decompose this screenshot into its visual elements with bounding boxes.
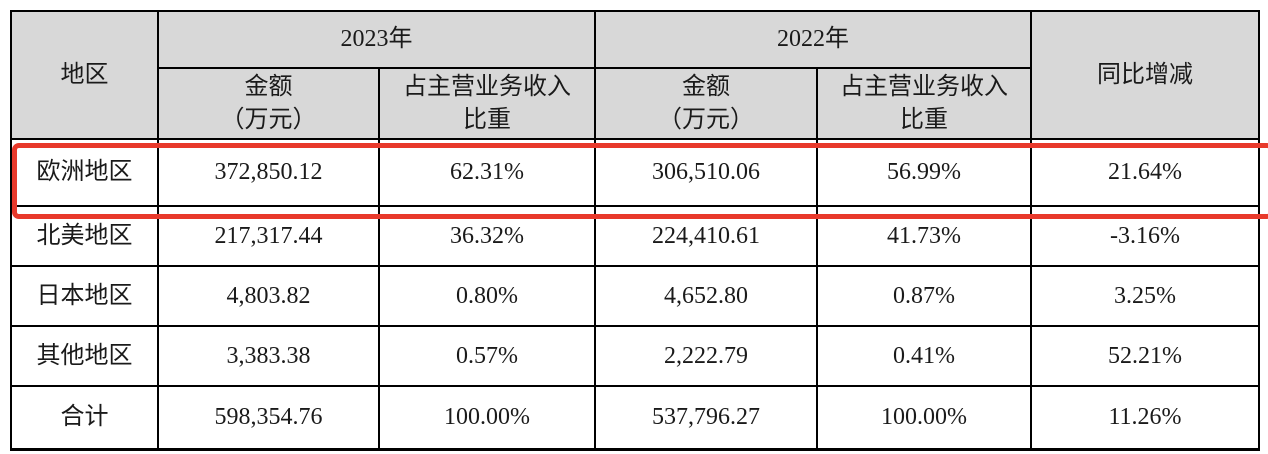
cell-region: 其他地区 bbox=[10, 325, 159, 387]
header-share-2023: 占主营业务收入 比重 bbox=[378, 67, 596, 140]
header-share-2022: 占主营业务收入 比重 bbox=[816, 67, 1032, 140]
table-row: 其他地区 3,383.38 0.57% 2,222.79 0.41% 52.21% bbox=[10, 325, 1260, 387]
header-share-2022-line1: 占主营业务收入 bbox=[840, 74, 1008, 101]
cell-yoy: 3.25% bbox=[1030, 265, 1260, 327]
header-amount-2022-line2: （万元） bbox=[658, 106, 754, 133]
cell-yoy: 52.21% bbox=[1030, 325, 1260, 387]
cell-share-2022: 56.99% bbox=[816, 138, 1032, 207]
cell-amount-2023: 3,383.38 bbox=[157, 325, 380, 387]
cell-region: 合计 bbox=[10, 385, 159, 451]
cell-share-2023: 100.00% bbox=[378, 385, 596, 451]
header-share-2023-line2: 比重 bbox=[463, 106, 511, 133]
header-amount-2023-line1: 金额 bbox=[244, 74, 293, 101]
header-year-2022: 2022年 bbox=[594, 10, 1032, 69]
cell-region: 北美地区 bbox=[10, 205, 159, 267]
table-row: 欧洲地区 372,850.12 62.31% 306,510.06 56.99% 21.6… bbox=[10, 138, 1260, 207]
header-share-2022-line2: 比重 bbox=[900, 106, 948, 133]
cell-share-2022: 41.73% bbox=[816, 205, 1032, 267]
cell-share-2023: 0.57% bbox=[378, 325, 596, 387]
cell-amount-2022: 537,796.27 bbox=[594, 385, 818, 451]
header-yoy-change: 同比增减 bbox=[1030, 10, 1260, 140]
cell-yoy: 21.64% bbox=[1030, 138, 1260, 207]
regional-revenue-table: 地区 2023年 2022年 同比增减 金额 （万元） 占主营业务收入 比重 金… bbox=[10, 10, 1260, 451]
header-amount-2023-line2: （万元） bbox=[220, 106, 317, 133]
cell-amount-2023: 598,354.76 bbox=[157, 385, 380, 451]
cell-share-2022: 0.41% bbox=[816, 325, 1032, 387]
regional-revenue-table-container: 地区 2023年 2022年 同比增减 金额 （万元） 占主营业务收入 比重 金… bbox=[10, 10, 1268, 451]
cell-region: 欧洲地区 bbox=[10, 138, 159, 207]
cell-amount-2022: 4,652.80 bbox=[594, 265, 818, 327]
cell-yoy: 11.26% bbox=[1030, 385, 1260, 451]
cell-amount-2023: 217,317.44 bbox=[157, 205, 380, 267]
cell-amount-2022: 306,510.06 bbox=[594, 138, 818, 207]
header-region: 地区 bbox=[10, 10, 159, 140]
cell-amount-2023: 372,850.12 bbox=[157, 138, 380, 207]
table-row: 合计 598,354.76 100.00% 537,796.27 100.00% 11.2… bbox=[10, 385, 1260, 451]
header-share-2023-line1: 占主营业务收入 bbox=[403, 74, 571, 101]
header-amount-2022-line1: 金额 bbox=[682, 74, 730, 101]
table-body: 欧洲地区 372,850.12 62.31% 306,510.06 56.99% 21.6… bbox=[10, 138, 1260, 451]
cell-amount-2022: 224,410.61 bbox=[594, 205, 818, 267]
cell-share-2023: 62.31% bbox=[378, 138, 596, 207]
cell-yoy: -3.16% bbox=[1030, 205, 1260, 267]
table-row: 北美地区 217,317.44 36.32% 224,410.61 41.73% -3.1… bbox=[10, 205, 1260, 267]
cell-amount-2022: 2,222.79 bbox=[594, 325, 818, 387]
cell-share-2023: 36.32% bbox=[378, 205, 596, 267]
header-amount-2022: 金额 （万元） bbox=[594, 67, 818, 140]
cell-share-2023: 0.80% bbox=[378, 265, 596, 327]
table-header: 地区 2023年 2022年 同比增减 金额 （万元） 占主营业务收入 比重 金… bbox=[10, 10, 1260, 140]
header-year-2023: 2023年 bbox=[157, 10, 596, 69]
header-amount-2023: 金额 （万元） bbox=[157, 67, 380, 140]
cell-region: 日本地区 bbox=[10, 265, 159, 327]
cell-share-2022: 100.00% bbox=[816, 385, 1032, 451]
cell-amount-2023: 4,803.82 bbox=[157, 265, 380, 327]
cell-share-2022: 0.87% bbox=[816, 265, 1032, 327]
table-row: 日本地区 4,803.82 0.80% 4,652.80 0.87% 3.25% bbox=[10, 265, 1260, 327]
